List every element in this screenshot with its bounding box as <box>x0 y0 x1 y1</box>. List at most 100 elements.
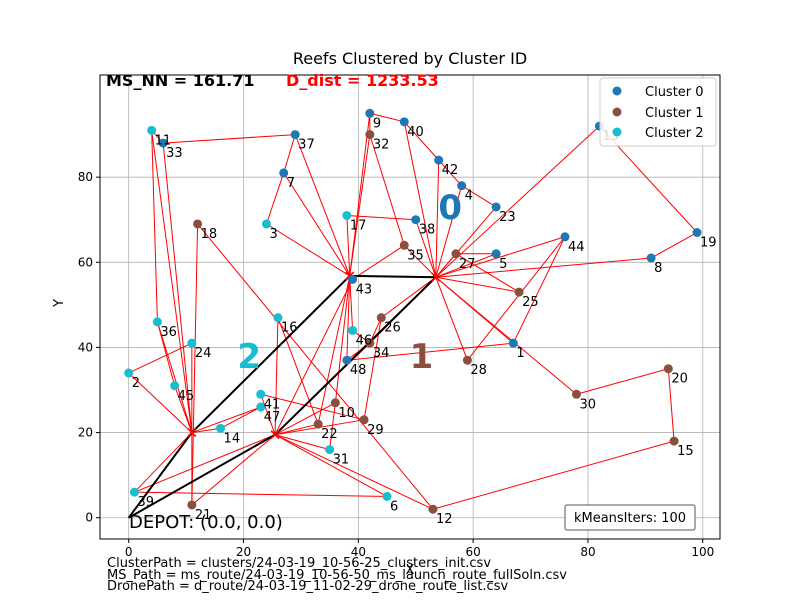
x-tick-label: 60 <box>466 545 481 559</box>
drone-route-segment <box>329 402 336 450</box>
reef-point-20 <box>663 364 673 374</box>
drone-route-segment <box>266 223 350 277</box>
drone-route-segment <box>435 125 600 278</box>
x-tick-label: 40 <box>351 545 366 559</box>
reef-point-12 <box>428 504 438 514</box>
reef-point-38 <box>411 215 421 225</box>
reef-point-44 <box>560 232 570 242</box>
ms-path-caption: MS_Path = ms_route/24-03-19_10-56-50_ms_… <box>107 568 567 583</box>
drone-route-segment <box>128 372 193 433</box>
reef-point-5 <box>491 249 501 259</box>
reef-point-48 <box>342 355 352 365</box>
kmeans-box: kMeansIters: 100 <box>564 504 696 531</box>
reef-label-31: 31 <box>333 453 350 468</box>
reef-point-43 <box>348 274 358 284</box>
drone-route-segment <box>435 276 520 293</box>
reef-point-42 <box>434 155 444 165</box>
drone-route-segment <box>266 172 285 225</box>
ms-path <box>127 274 439 519</box>
drone-route-segment <box>174 385 193 433</box>
legend-marker-0 <box>612 86 622 96</box>
y-tick-label: 20 <box>78 426 93 440</box>
reef-point-9 <box>365 108 375 118</box>
reef-label-45: 45 <box>178 389 195 404</box>
reef-label-27: 27 <box>459 257 476 272</box>
reef-point-24 <box>187 338 197 348</box>
drone-route-segment <box>134 432 193 493</box>
reef-label-47: 47 <box>264 410 281 425</box>
reef-label-9: 9 <box>373 116 381 131</box>
cluster-path-caption: ClusterPath = clusters/24-03-19_10-56-25… <box>107 556 492 571</box>
drone-route-segment <box>191 427 221 434</box>
reef-label-15: 15 <box>677 444 694 459</box>
drone-route-segment <box>435 236 566 278</box>
drone-route-segment <box>151 130 158 322</box>
drone-route-segment <box>369 134 405 246</box>
drone-route-segment <box>455 253 520 293</box>
legend-entry-0: Cluster 0 <box>645 85 704 100</box>
drone-route-segment <box>197 223 434 510</box>
route-centre-marker <box>187 428 197 438</box>
x-tick-label: 100 <box>691 545 714 559</box>
drone-route-segment <box>274 434 388 497</box>
reef-point-29 <box>359 415 369 425</box>
drone-route-segment <box>512 236 566 344</box>
drone-route-segment <box>317 275 351 425</box>
drone-route-segment <box>274 423 319 436</box>
reef-label-20: 20 <box>671 372 688 387</box>
reef-label-28: 28 <box>470 363 487 378</box>
reef-point-21 <box>187 500 197 510</box>
drone-route-segment <box>134 491 388 497</box>
drone-route-segment <box>134 434 276 493</box>
reef-label-14: 14 <box>224 431 241 446</box>
chart-title: Reefs Clustered by Cluster ID <box>293 49 527 68</box>
ms-nn-label: MS_NN = 161.71 <box>106 71 255 90</box>
drone-route-segment <box>156 321 176 386</box>
d-dist-label: D_dist = 1233.53 <box>286 71 439 90</box>
reef-point-31 <box>325 445 335 455</box>
reef-label-21: 21 <box>195 508 212 523</box>
drone-route-segment <box>403 121 437 278</box>
drone-route-segment <box>346 275 351 361</box>
x-tick-label: 80 <box>580 545 595 559</box>
drone-route-segment <box>352 244 405 280</box>
depot-label: DEPOT: (0.0, 0.0) <box>129 512 283 533</box>
drone-route-segment <box>435 277 468 361</box>
drone-route-segment <box>260 393 365 421</box>
legend: Cluster 0 Cluster 1 Cluster 2 <box>599 77 717 147</box>
drone-route-segment <box>274 317 279 435</box>
reef-label-8: 8 <box>654 261 662 276</box>
legend-marker-1 <box>612 107 622 117</box>
reef-point-34 <box>365 338 375 348</box>
reef-label-32: 32 <box>373 138 390 153</box>
drone-route-segment <box>346 214 416 221</box>
reef-point-11 <box>147 125 157 135</box>
drone-route-segment <box>667 368 675 442</box>
legend-entry-1: Cluster 1 <box>645 106 704 121</box>
reef-label-2: 2 <box>132 376 140 391</box>
ms-path-line <box>127 274 439 519</box>
reef-points <box>124 108 702 514</box>
reef-point-45 <box>170 381 180 391</box>
drone-route-segment <box>349 113 371 276</box>
y-tick-label: 40 <box>78 340 93 354</box>
reef-point-22 <box>313 419 323 429</box>
reef-point-41 <box>256 389 266 399</box>
drone-route-segment <box>435 276 514 344</box>
reef-point-33 <box>158 138 168 148</box>
reef-label-18: 18 <box>201 227 218 242</box>
drone-route-segment <box>576 368 669 395</box>
reef-point-28 <box>462 355 472 365</box>
kmeans-label: kMeansIters: 100 <box>574 511 686 526</box>
reef-label-12: 12 <box>436 512 453 527</box>
reef-label-26: 26 <box>384 321 401 336</box>
drone-route-segment <box>191 223 199 505</box>
reef-label-46: 46 <box>356 333 373 348</box>
reef-label-22: 22 <box>321 427 338 442</box>
reef-label-48: 48 <box>350 363 367 378</box>
reef-label-30: 30 <box>579 397 596 412</box>
reef-label-19: 19 <box>700 236 717 251</box>
route-centre-marker <box>431 272 441 282</box>
reef-label-40: 40 <box>407 125 424 140</box>
